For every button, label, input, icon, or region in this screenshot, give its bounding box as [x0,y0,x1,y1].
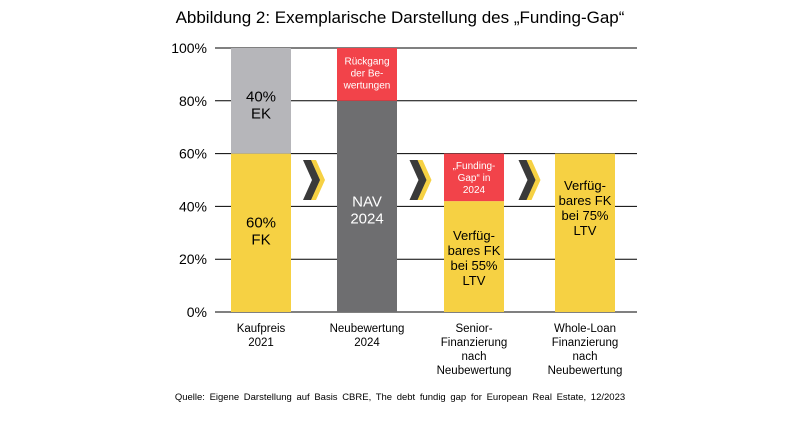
chevron-arrow-icon [518,160,541,200]
y-tick-label: 80% [179,93,207,109]
chevron-shape [308,160,325,200]
category-line: Kaufpreis [237,323,286,335]
chevron-shape [414,160,432,200]
category-line: Neubewertung [437,365,512,377]
category-line: Finanzierung [552,337,618,349]
label-line: bares FK [448,243,501,258]
y-tick-label: 100% [171,40,207,56]
label-line: NAV [352,193,382,210]
chevron-shape [523,160,541,200]
x-category-label: Neubewertung 2024 [330,323,405,349]
x-category-label: Kaufpreis 2021 [237,323,286,349]
bar-segment-label: Verfüg-bares FK bei 55% LTV [448,228,501,288]
x-category-label: Senior- Finanzierung nach Neubewertung [437,323,512,377]
label-line: Verfüg- [453,228,495,243]
y-tick-label: 0% [187,304,207,320]
label-line: „Funding- [453,161,496,172]
bar-segment [231,153,291,312]
label-line: LTV [463,273,486,288]
y-tick-label: 60% [179,146,207,162]
label-line: Verfüg- [564,178,606,193]
label-line: 40% [246,89,276,106]
bar-segment [444,153,504,202]
category-line: Whole-Loan [554,323,616,335]
label-line: bei 75% [562,208,609,223]
label-line: bei 55% [451,258,498,273]
label-line: Rückgang [344,57,389,68]
bar-segment [555,153,615,312]
bar-segment-label: NAV 2024 [350,193,383,227]
bars [231,48,615,312]
label-line: Gap“ in [458,173,491,184]
bar-segment-label: 40% EK [246,89,276,123]
label-line: wertungen [343,81,391,92]
source-note: Quelle: Eigene Darstellung auf Basis CBR… [174,392,626,403]
bar-segment-label: 60% FK [246,215,276,249]
label-line: 2024 [463,185,486,196]
y-axis-ticks: 0% 20% 40% 60% 80% 100% [171,40,207,320]
category-line: Neubewertung [330,323,405,335]
x-category-label: Whole-Loan Finanzierung nach Neubewertung [548,323,623,377]
chevron-shape [303,160,320,200]
label-line: LTV [574,223,597,238]
chevron-arrow-icon [409,160,432,200]
label-line: EK [251,106,271,123]
chevron-shape [518,160,536,200]
bar-segment [444,201,504,312]
y-tick-label: 20% [179,251,207,267]
chevron-arrows [303,160,541,200]
label-line: bares FK [559,193,612,208]
label-line: 2024 [350,210,383,227]
category-line: Finanzierung [441,337,507,349]
chevron-arrow-icon [303,160,325,200]
chevron-shape [409,160,427,200]
bar-segment-label: „Funding-Gap“ in 2024 [453,161,496,196]
category-line: 2024 [354,337,380,349]
bar-segment [231,48,291,154]
label-line: 60% [246,215,276,232]
y-tick-label: 40% [179,198,207,214]
bar-segment-label: Rückgang der Be-wertungen [343,57,391,92]
category-line: Senior- [455,323,492,335]
category-line: nach [462,351,487,363]
label-line: der Be- [351,69,384,80]
bar-segment [337,100,397,312]
category-line: 2021 [248,337,274,349]
bar-segment-label: Verfüg-bares FK bei 75% LTV [559,178,612,238]
x-axis-categories: Kaufpreis 2021 Neubewertung 2024 Senior- Fina… [237,323,623,377]
bar-segment [337,48,397,101]
chart-title: Abbildung 2: Exemplarische Darstellung d… [175,8,625,27]
category-line: Neubewertung [548,365,623,377]
label-line: FK [251,232,270,249]
category-line: nach [573,351,598,363]
